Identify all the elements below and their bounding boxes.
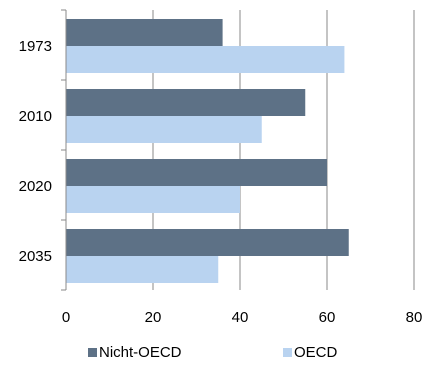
legend-label-oecd: OECD (294, 344, 338, 361)
category-label-1973: 1973 (19, 38, 52, 55)
category-labels: 1973 2010 2020 2035 (19, 38, 52, 265)
legend-swatch-nicht-oecd (88, 348, 97, 357)
bar-nicht-oecd-2010 (66, 89, 306, 116)
bar-nicht-oecd-2035 (66, 229, 349, 256)
x-tick-label-20: 20 (145, 309, 162, 326)
legend-swatch-oecd (283, 348, 292, 357)
x-tick-label-80: 80 (406, 309, 423, 326)
bar-oecd-2020 (66, 186, 240, 213)
x-tick-label-0: 0 (62, 309, 70, 326)
bar-nicht-oecd-2020 (66, 159, 327, 186)
category-label-2010: 2010 (19, 108, 52, 125)
legend: Nicht-OECD OECD (0, 344, 426, 368)
category-label-2020: 2020 (19, 178, 52, 195)
legend-item-nicht-oecd: Nicht-OECD (88, 344, 182, 361)
category-label-2035: 2035 (19, 248, 52, 265)
bar-oecd-2035 (66, 256, 219, 283)
x-tick-labels: 0 20 40 60 80 (62, 309, 423, 326)
bar-nicht-oecd-1973 (66, 19, 223, 46)
bars (66, 19, 349, 283)
legend-label-nicht-oecd: Nicht-OECD (99, 344, 182, 361)
bar-chart: 0 20 40 60 80 1973 2010 2020 2035 (19, 9, 423, 326)
bar-oecd-2010 (66, 116, 262, 143)
y-axis (61, 9, 67, 291)
x-tick-label-40: 40 (232, 309, 249, 326)
bar-oecd-1973 (66, 46, 345, 73)
x-tick-label-60: 60 (319, 309, 336, 326)
legend-item-oecd: OECD (283, 344, 337, 361)
